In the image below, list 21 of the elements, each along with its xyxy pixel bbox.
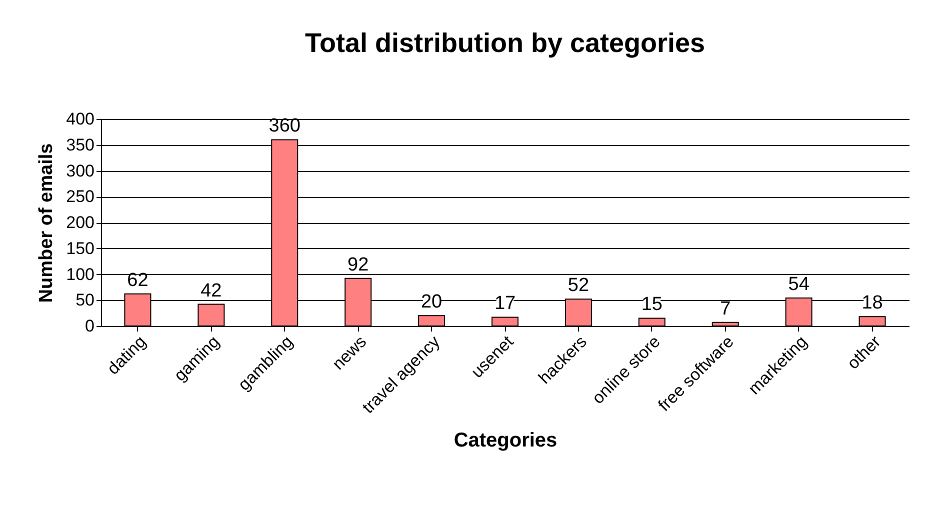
data-label: 92 — [348, 254, 369, 276]
data-label: 18 — [862, 292, 883, 314]
data-label: 17 — [494, 293, 516, 314]
data-label: 7 — [720, 298, 731, 320]
y-axis-title: Number of emails — [36, 143, 58, 303]
chart-title: Total distribution by categories — [304, 28, 706, 58]
y-tick-label: 200 — [66, 213, 94, 232]
data-label: 52 — [568, 275, 590, 296]
data-label: 42 — [200, 280, 222, 302]
y-tick-label: 150 — [66, 238, 94, 258]
y-tick-label: 350 — [66, 135, 94, 154]
y-tick-label: 50 — [76, 290, 94, 310]
y-tick-label: 0 — [85, 316, 94, 336]
y-tick-label: 250 — [66, 187, 94, 206]
data-label: 15 — [641, 294, 662, 316]
data-label: 54 — [788, 274, 810, 296]
x-axis-title: Categories — [454, 429, 558, 452]
y-tick-label: 400 — [66, 110, 94, 128]
y-tick-label: 100 — [66, 264, 94, 284]
y-tick-label: 300 — [66, 161, 94, 180]
data-label: 20 — [420, 292, 442, 313]
